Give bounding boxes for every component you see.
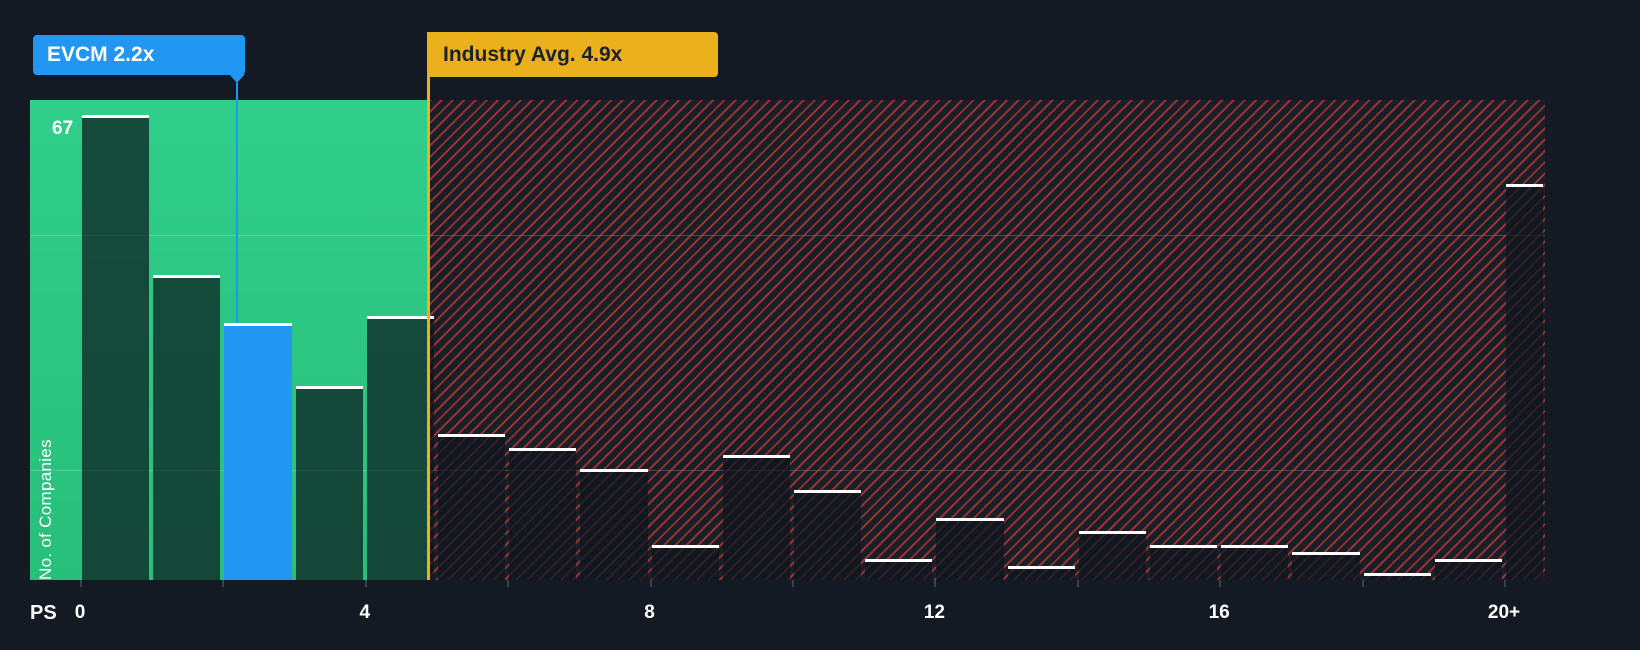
callout-pointer-down-icon xyxy=(229,74,245,83)
histogram-bar-5-6[interactable] xyxy=(438,434,506,580)
y-axis-max-label: 67 xyxy=(52,118,74,139)
x-axis-title: PS xyxy=(30,602,57,624)
histogram-bar-8-9[interactable] xyxy=(651,545,719,580)
x-tick xyxy=(1219,580,1222,587)
x-tick xyxy=(222,580,225,587)
y-axis-title: No. of Companies xyxy=(36,439,55,580)
company-callout[interactable]: EVCM 2.2x xyxy=(33,35,245,83)
x-tick xyxy=(1504,580,1506,587)
industry-average-line xyxy=(426,32,430,580)
x-tick-label-20+: 20+ xyxy=(1487,602,1521,623)
x-tick xyxy=(80,580,82,587)
x-tick xyxy=(1361,580,1364,587)
histogram-bar-16-17[interactable] xyxy=(1221,545,1289,580)
histogram-bar-4-5[interactable] xyxy=(366,316,434,580)
histogram-bar-6-7[interactable] xyxy=(509,448,577,580)
industry-average-callout[interactable]: Industry Avg. 4.9x xyxy=(427,32,718,77)
x-tick-label-8: 8 xyxy=(644,602,655,623)
x-tick xyxy=(364,580,367,587)
histogram-bar-3-4[interactable] xyxy=(295,385,363,580)
x-tick xyxy=(934,580,937,587)
x-tick xyxy=(1076,580,1079,587)
x-tick-label-4: 4 xyxy=(359,602,371,623)
company-callout-label: EVCM 2.2x xyxy=(47,43,155,66)
histogram-bar-7-8[interactable] xyxy=(580,468,648,580)
histogram-bar-15-16[interactable] xyxy=(1150,545,1218,580)
x-tick-label-0: 0 xyxy=(74,602,86,623)
histogram-bar-1-2[interactable] xyxy=(153,274,221,580)
histogram-bar-18-19[interactable] xyxy=(1363,573,1431,580)
histogram-bar-9-10[interactable] xyxy=(722,455,790,580)
x-tick xyxy=(792,580,794,587)
histogram-bar-12-13[interactable] xyxy=(936,517,1004,580)
histogram-bar-2-3[interactable] xyxy=(224,323,292,580)
histogram-bar-10-11[interactable] xyxy=(794,489,862,580)
histogram-bar-0-1[interactable] xyxy=(82,115,150,580)
histogram-bar-17-18[interactable] xyxy=(1292,552,1360,580)
x-tick-label-12: 12 xyxy=(923,602,945,623)
histogram-bar-14-15[interactable] xyxy=(1078,531,1146,580)
x-tick xyxy=(649,580,652,587)
histogram-bar-19-20[interactable] xyxy=(1434,559,1502,580)
company-marker-line xyxy=(235,75,238,324)
x-tick-label-16: 16 xyxy=(1208,602,1230,623)
industry-callout-label: Industry Avg. 4.9x xyxy=(443,42,623,66)
histogram-bar-11-12[interactable] xyxy=(865,559,933,580)
histogram-bar-13-14[interactable] xyxy=(1007,566,1075,580)
x-tick xyxy=(507,580,510,587)
histogram-bar-20+[interactable] xyxy=(1506,184,1543,580)
